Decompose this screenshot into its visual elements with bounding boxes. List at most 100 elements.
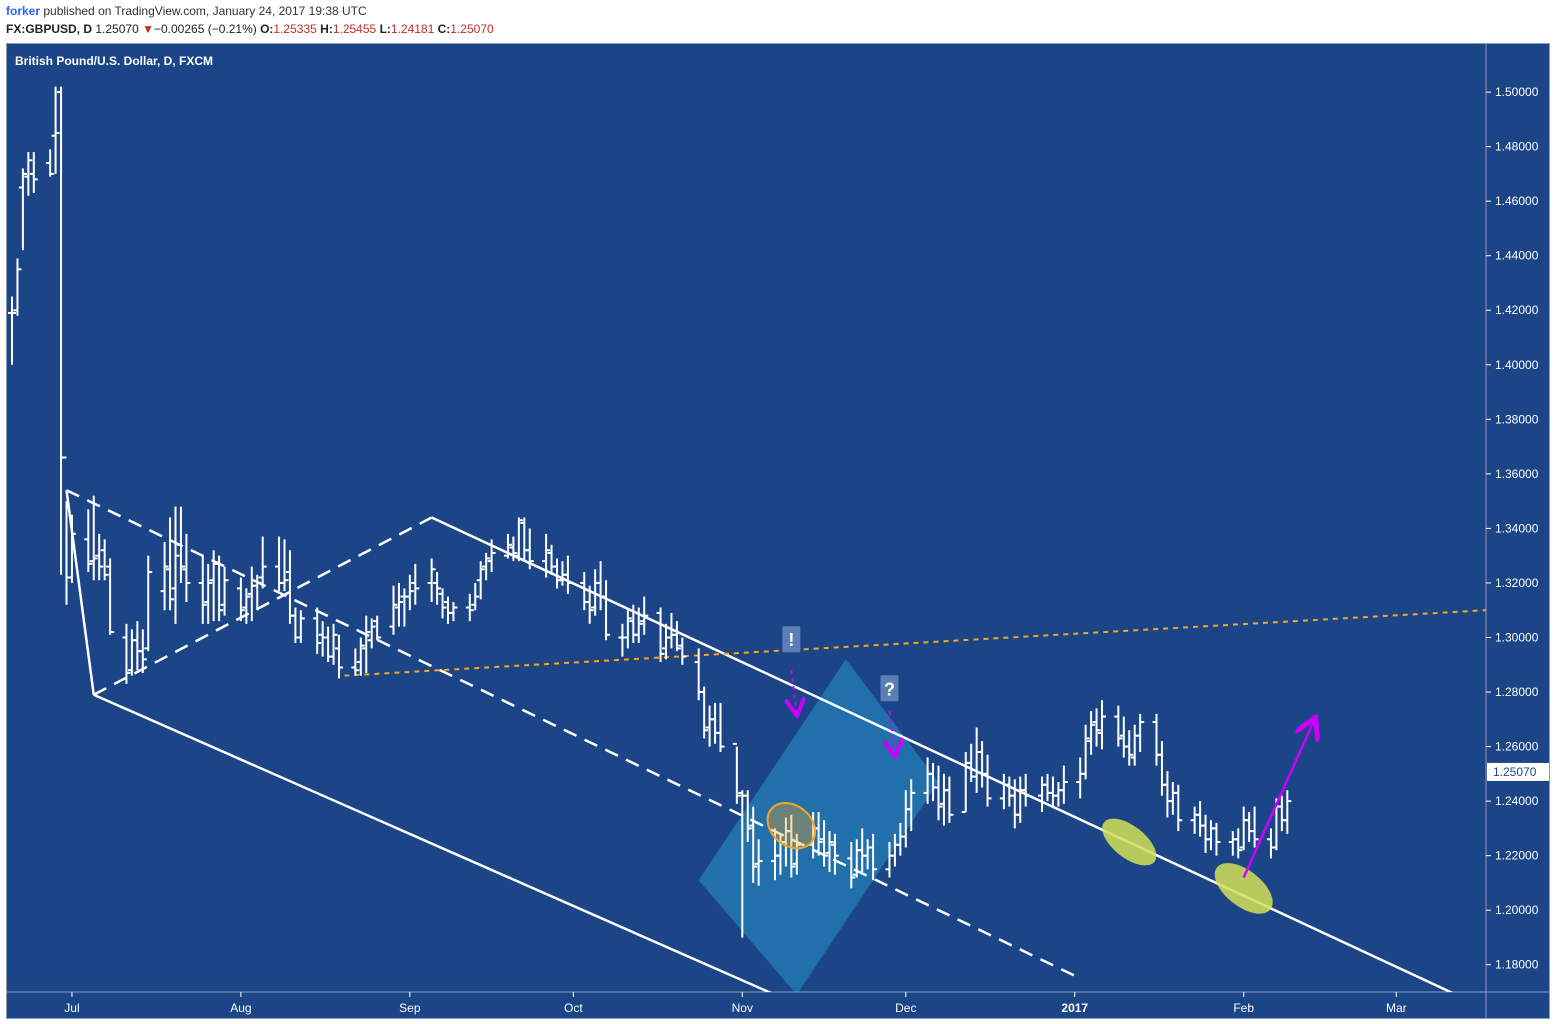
ohlc-bar: [24, 152, 33, 196]
ohlc-bar: [13, 258, 22, 316]
ohlc-bar: [542, 533, 551, 578]
ohlc-bar: [1212, 822, 1221, 856]
time-tick-label: 2017: [1061, 1001, 1088, 1015]
ohlc-bar: [1098, 700, 1106, 750]
time-tick-label: Jul: [64, 1001, 79, 1015]
price-tick-label: 1.42000: [1495, 303, 1539, 317]
last-price-box: [1487, 762, 1549, 781]
price-tick-label: 1.34000: [1495, 521, 1539, 535]
ohlc-bar: [405, 574, 414, 611]
median-dashed-line: [65, 489, 1081, 980]
lower-channel-line: [93, 693, 772, 992]
publish-header: forker published on TradingView.com, Jan…: [6, 4, 367, 18]
forecast-arrow: [1242, 719, 1315, 878]
change-value: −0.00265 (−0.21%): [153, 22, 257, 36]
high-value: 1.25455: [332, 22, 377, 36]
highlight-ellipse-yellow-2: [1214, 863, 1273, 914]
change-arrow-icon: ▼: [142, 22, 154, 36]
annotations-layer: !?: [766, 626, 1315, 914]
ohlc-bar: [743, 790, 752, 843]
ohlc-bar: [945, 776, 954, 823]
ohlc-bar: [258, 536, 267, 589]
ohlc-bar: [449, 602, 458, 622]
price-tick-label: 1.18000: [1495, 958, 1539, 972]
ohlc-bar: [1114, 705, 1123, 747]
ohlc-bar: [672, 621, 681, 652]
price-tick-label: 1.40000: [1495, 358, 1539, 372]
ohlc-bar: [160, 542, 169, 611]
ohlc-bar: [503, 533, 512, 559]
price-axis-background: [1486, 43, 1550, 992]
time-tick-label: Nov: [732, 1001, 753, 1015]
ohlc-bar: [171, 506, 180, 624]
time-axis[interactable]: Jul Aug Sep Oct Nov Dec 2017 Feb Mar: [64, 992, 1407, 1015]
ohlc-bar: [732, 742, 741, 804]
upper-dashed-line: [93, 516, 433, 696]
ohlc-bar: [394, 582, 403, 627]
ohlc-bar: [869, 833, 878, 881]
open-label: O:: [260, 22, 274, 36]
ohlc-bar: [585, 585, 594, 624]
ohlc-bar: [1092, 708, 1101, 747]
question-label-box: [880, 675, 899, 702]
ohlc-bar: [204, 563, 213, 624]
ohlc-bar: [176, 506, 185, 583]
ohlc-bar: [634, 607, 643, 643]
ohlc-bar: [754, 839, 763, 886]
plot-background: [7, 43, 1486, 992]
ohlc-bar: [144, 555, 153, 652]
ohlc-bar: [482, 552, 491, 581]
author-link[interactable]: forker: [6, 4, 41, 18]
ohlc-bar: [242, 588, 251, 624]
last-price-label: 1.25070: [1493, 765, 1537, 779]
ohlc-bar: [89, 495, 98, 581]
ohlc-bar: [1081, 724, 1090, 780]
ohlc-bar: [1059, 765, 1068, 804]
ohlc-bar: [373, 615, 382, 641]
ohlc-bar: [983, 754, 992, 807]
ohlc-bar: [602, 580, 611, 641]
ohlc-bar: [825, 831, 834, 873]
ohlc-bar: [51, 86, 60, 174]
ohlc-bar: [29, 152, 38, 193]
ohlc-bar: [1250, 806, 1259, 848]
time-axis-background: [7, 992, 1550, 1018]
price-axis[interactable]: 1.18000 1.20000 1.22000 1.24000 1.26000 1.280…: [1486, 85, 1539, 972]
ohlc-bar: [389, 585, 398, 635]
ohlc-bar: [509, 536, 518, 562]
ohlc-bar: [67, 514, 76, 583]
ohlc-bar: [427, 558, 436, 603]
time-tick-label: Feb: [1233, 1001, 1254, 1015]
ohlc-bar: [182, 533, 191, 603]
price-tick-label: 1.28000: [1495, 685, 1539, 699]
ohlc-bar: [934, 765, 943, 821]
orange-dotted-line: [344, 609, 1486, 677]
ohlc-bar: [220, 566, 229, 616]
time-tick-label: Sep: [399, 1001, 421, 1015]
last-price-tag: 1.25070: [1487, 762, 1549, 781]
ohlc-bar: [1283, 790, 1292, 834]
ohlc-bar: [907, 779, 916, 832]
ohlc-bar: [433, 572, 442, 605]
high-label: H:: [320, 22, 333, 36]
ohlc-bar: [525, 528, 534, 570]
ohlc-bar: [198, 555, 207, 624]
ohlc-bar: [471, 582, 480, 611]
ohlc-bar: [1021, 773, 1030, 807]
ohlc-bar: [623, 610, 632, 649]
price-tick-label: 1.38000: [1495, 412, 1539, 426]
time-tick-label: Dec: [895, 1001, 916, 1015]
ohlc-bar: [367, 618, 376, 649]
low-value: 1.24181: [390, 22, 435, 36]
price-chart[interactable]: British Pound/U.S. Dollar, D, FXCM !? 1.…: [0, 40, 1557, 1024]
ohlc-bar: [678, 637, 687, 665]
ohlc-bar: [411, 563, 420, 605]
price-tick-label: 1.32000: [1495, 576, 1539, 590]
ohlc-bar: [465, 593, 474, 622]
ohlc-bar: [329, 623, 338, 665]
ohlc-bar: [356, 637, 365, 676]
ohlc-bar: [820, 820, 829, 867]
ohlc-bar: [95, 533, 104, 581]
exclamation-label-box: [782, 626, 801, 653]
ohlc-bar: [280, 539, 289, 592]
